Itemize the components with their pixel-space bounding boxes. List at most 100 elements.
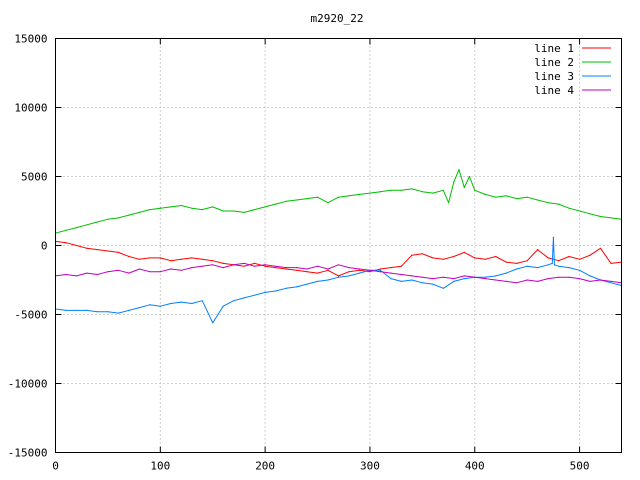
data-point-series-4 (264, 264, 266, 266)
x-tick-label: 500 (570, 460, 590, 473)
data-point-series-3 (138, 307, 140, 309)
data-point-series-1 (117, 251, 119, 253)
x-tick-label: 400 (465, 460, 485, 473)
data-point-series-2 (589, 213, 591, 215)
data-point-series-1 (191, 257, 193, 259)
data-point-series-2 (285, 200, 287, 202)
data-point-series-1 (421, 253, 423, 255)
data-point-series-2 (75, 227, 78, 229)
data-point-series-2 (138, 211, 140, 213)
data-point-series-2 (212, 206, 214, 208)
data-point-series-1 (558, 260, 560, 262)
data-point-series-2 (516, 198, 518, 200)
data-point-series-1 (254, 262, 256, 264)
x-tick-label: 100 (150, 460, 170, 473)
data-point-series-3 (379, 269, 381, 271)
data-point-series-3 (610, 282, 612, 284)
data-point-series-3 (96, 311, 98, 313)
data-point-series-3 (128, 309, 130, 311)
data-point-series-1 (348, 271, 350, 273)
data-point-series-2 (233, 210, 235, 212)
data-point-series-3 (547, 264, 549, 266)
data-point-series-2 (463, 186, 465, 189)
data-point-series-2 (327, 202, 329, 204)
data-point-series-4 (275, 265, 277, 267)
data-point-series-2 (275, 203, 277, 205)
data-point-series-3 (484, 276, 486, 278)
data-point-series-2 (159, 207, 161, 209)
data-point-series-4 (495, 279, 497, 281)
data-point-series-4 (65, 273, 67, 276)
data-point-series-2 (191, 207, 193, 209)
data-point-series-2 (458, 169, 460, 171)
data-point-series-4 (390, 272, 392, 274)
data-point-series-2 (117, 217, 119, 219)
data-point-series-2 (264, 206, 266, 208)
data-point-series-3 (316, 280, 319, 282)
data-point-series-3 (495, 275, 497, 277)
data-point-series-1 (306, 271, 308, 273)
data-point-series-3 (117, 312, 119, 314)
data-point-series-4 (421, 276, 423, 278)
data-point-series-4 (442, 276, 444, 278)
data-point-series-2 (505, 195, 507, 197)
data-point-series-3 (526, 265, 528, 267)
data-point-series-2 (432, 192, 434, 194)
data-point-series-1 (453, 255, 455, 258)
data-point-series-3 (400, 280, 402, 282)
data-point-series-4 (170, 268, 172, 270)
data-point-series-4 (453, 278, 455, 280)
data-point-series-1 (285, 268, 287, 270)
data-point-series-3 (358, 272, 361, 274)
data-point-series-2 (337, 196, 340, 198)
data-point-series-2 (128, 214, 130, 216)
data-point-series-4 (432, 278, 434, 280)
data-point-series-3 (463, 278, 465, 280)
data-point-series-1 (138, 258, 140, 260)
data-point-series-3 (243, 297, 245, 299)
data-point-series-1 (484, 258, 486, 260)
data-point-series-1 (358, 269, 361, 271)
y-tick-label: -5000 (14, 309, 47, 322)
data-point-series-4 (516, 282, 518, 284)
data-point-series-4 (411, 275, 413, 277)
data-point-series-3 (180, 301, 182, 303)
data-point-series-1 (442, 258, 444, 260)
data-point-series-4 (96, 273, 98, 276)
data-point-series-4 (526, 279, 528, 281)
data-point-series-2 (65, 229, 67, 231)
data-point-series-3 (505, 272, 507, 274)
data-point-series-4 (306, 268, 308, 270)
data-point-series-2 (495, 196, 497, 198)
data-point-series-1 (432, 257, 434, 259)
data-point-series-4 (296, 267, 298, 269)
data-point-series-2 (579, 210, 581, 212)
data-point-series-1 (390, 267, 392, 269)
data-point-series-2 (243, 211, 245, 213)
data-point-series-4 (474, 276, 476, 278)
data-point-series-4 (463, 275, 465, 277)
data-point-series-3 (170, 302, 172, 305)
data-point-series-2 (107, 218, 109, 220)
data-point-series-1 (526, 260, 528, 262)
data-point-series-1 (599, 247, 602, 249)
data-point-series-3 (552, 236, 555, 238)
data-point-series-3 (568, 267, 570, 269)
y-tick-label: -15000 (8, 447, 48, 460)
data-point-series-2 (379, 191, 381, 193)
y-tick-label: 10000 (14, 102, 47, 115)
data-point-series-4 (348, 267, 350, 269)
data-point-series-3 (390, 278, 392, 280)
data-point-series-3 (421, 282, 423, 284)
data-point-series-4 (579, 278, 581, 280)
data-point-series-1 (65, 242, 67, 244)
data-point-series-2 (599, 215, 602, 218)
data-point-series-2 (442, 189, 444, 191)
x-tick-label: 200 (255, 460, 275, 473)
data-point-series-1 (212, 260, 214, 262)
data-point-series-3 (348, 275, 350, 277)
data-point-series-1 (610, 262, 612, 264)
data-point-series-4 (75, 275, 78, 277)
data-point-series-4 (484, 278, 486, 280)
data-point-series-2 (468, 175, 471, 178)
